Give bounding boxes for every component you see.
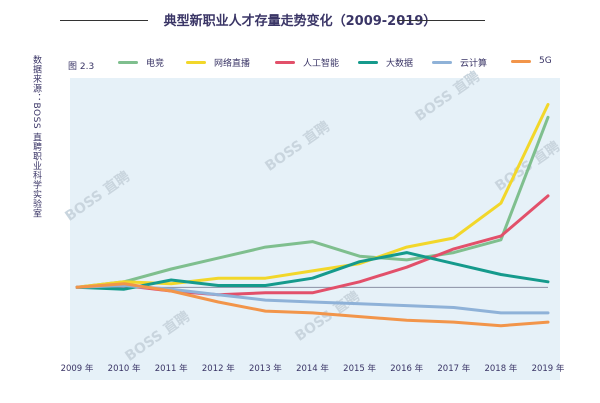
legend-item: 云计算: [432, 56, 487, 69]
legend-swatch: [358, 61, 378, 64]
data-source-note: 数据来源：BOSS 直聘职业科学实验室: [31, 55, 41, 218]
legend-label: 大数据: [386, 59, 414, 69]
legend-swatch: [511, 59, 531, 63]
legend-label: 5G: [539, 56, 552, 66]
figure-label: 图 2.3: [68, 62, 95, 72]
x-tick-label: 2016 年: [390, 363, 423, 374]
title-rule-left: [60, 20, 148, 21]
legend-label: 电竞: [146, 59, 165, 69]
x-tick-label: 2011 年: [155, 363, 188, 374]
title-rule-right: [397, 20, 485, 21]
x-tick-label: 2009 年: [61, 363, 94, 374]
legend-item: 网络直播: [186, 56, 250, 69]
x-tick-label: 2012 年: [202, 363, 235, 374]
x-tick-label: 2019 年: [532, 363, 565, 374]
legend-swatch: [186, 61, 206, 64]
legend-item: 大数据: [358, 56, 413, 69]
chart-title: 典型新职业人才存量走势变化（2009-2019）: [163, 14, 437, 29]
legend-item: 5G: [511, 56, 552, 66]
title-row: 典型新职业人才存量走势变化（2009-2019）: [0, 8, 600, 32]
legend-label: 云计算: [460, 59, 488, 69]
x-tick-label: 2018 年: [484, 363, 517, 374]
legend-swatch: [275, 61, 295, 64]
x-tick-label: 2015 年: [343, 363, 376, 374]
legend-item: 人工智能: [275, 56, 339, 69]
legend-swatch: [432, 61, 452, 64]
legend-item: 电竞: [118, 56, 164, 69]
x-tick-label: 2010 年: [108, 363, 141, 374]
x-tick-label: 2014 年: [296, 363, 329, 374]
x-tick-label: 2017 年: [437, 363, 470, 374]
legend-label: 人工智能: [303, 59, 340, 69]
legend-swatch: [118, 61, 138, 64]
x-tick-label: 2013 年: [249, 363, 282, 374]
legend-label: 网络直播: [214, 59, 251, 69]
plot-background: [70, 78, 560, 380]
